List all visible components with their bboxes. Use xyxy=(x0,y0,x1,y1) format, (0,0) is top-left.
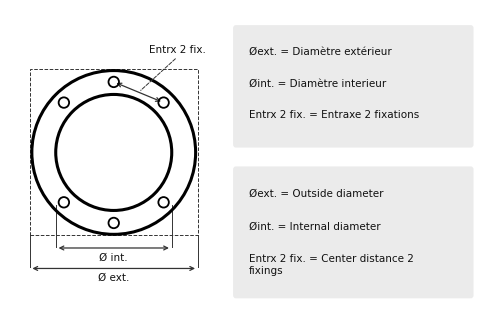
Text: Entrx 2 fix. = Center distance 2
fixings: Entrx 2 fix. = Center distance 2 fixings xyxy=(249,254,414,276)
Bar xyxy=(30,69,198,236)
FancyBboxPatch shape xyxy=(233,25,473,148)
Text: Øint. = Diamètre interieur: Øint. = Diamètre interieur xyxy=(249,78,386,89)
Text: Øext. = Outside diameter: Øext. = Outside diameter xyxy=(249,188,383,198)
Text: Entrx 2 fix. = Entraxe 2 fixations: Entrx 2 fix. = Entraxe 2 fixations xyxy=(249,110,419,120)
Text: Ø ext.: Ø ext. xyxy=(98,273,129,283)
Text: Entrx 2 fix.: Entrx 2 fix. xyxy=(149,45,206,55)
FancyBboxPatch shape xyxy=(233,166,473,298)
Text: Ø int.: Ø int. xyxy=(99,252,128,263)
Text: Øext. = Diamètre extérieur: Øext. = Diamètre extérieur xyxy=(249,47,392,57)
Text: Øint. = Internal diameter: Øint. = Internal diameter xyxy=(249,221,380,231)
